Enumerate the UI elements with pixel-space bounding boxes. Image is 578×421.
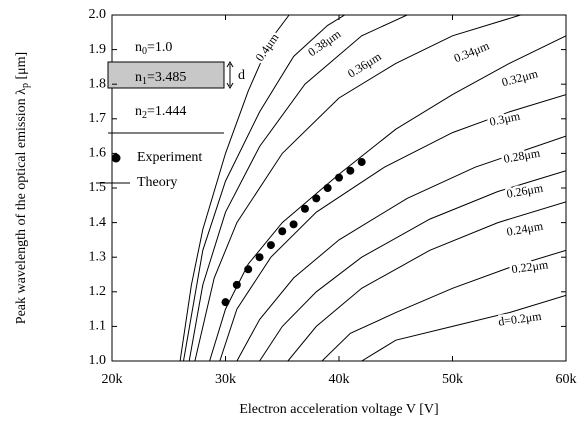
curve-label: 0.38μm (305, 26, 344, 59)
y-axis-label: Peak wavelength of the optical emission … (14, 52, 31, 324)
experiment-point (300, 204, 309, 213)
theory-curve (259, 170, 566, 361)
y-tick-label: 1.1 (89, 319, 107, 334)
x-tick-label: 40k (329, 372, 350, 387)
experiment-point (346, 166, 355, 175)
theory-curve (287, 201, 566, 361)
theory-curve (236, 135, 566, 361)
theory-curve (179, 15, 290, 361)
y-tick-label: 1.3 (89, 249, 107, 264)
y-tick-label: 1.9 (89, 42, 107, 57)
experiment-point (255, 253, 264, 262)
n: n (135, 70, 142, 85)
theory-curve (183, 15, 345, 361)
experiment-point (232, 280, 241, 289)
curve-label: 0.4μm (252, 30, 281, 64)
x-tick-label: 20k (102, 372, 123, 387)
curve-label: 0.32μm (500, 66, 540, 89)
n: n (135, 104, 142, 119)
experiment-point (266, 241, 275, 250)
experiment-point (312, 194, 321, 203)
n: n (135, 40, 142, 55)
experiment-point (221, 298, 230, 307)
y-label-text: Peak wavelength of the optical emission … (14, 88, 29, 324)
y-label-unit: [μm] (14, 52, 29, 83)
x-tick-label: 30k (215, 372, 236, 387)
curve-label: 0.24μm (505, 219, 544, 239)
theory-curve (361, 294, 566, 361)
y-tick-label: 2.0 (89, 7, 107, 22)
core-layer (107, 61, 225, 89)
curve-label: 0.36μm (345, 49, 384, 81)
curve-label: d=0.2μm (497, 309, 543, 329)
y-tick-label: 1.0 (89, 353, 107, 368)
inset: d n0=1.0 n1=3.485 n2=1.444 (107, 40, 245, 134)
y-tick-label: 1.7 (89, 111, 107, 126)
theory-curve (194, 15, 521, 361)
legend-marker (111, 153, 121, 163)
y-tick-label: 1.4 (89, 215, 107, 230)
n-sub: 1 (142, 76, 147, 87)
x-axis-label: Electron acceleration voltage V [V] (239, 402, 438, 417)
arrow-heads (226, 61, 234, 89)
legend-label: Theory (137, 175, 177, 190)
n-sub: 0 (142, 46, 147, 57)
x-tick-label: 50k (442, 372, 463, 387)
experiment-point (289, 220, 298, 229)
experiment-point (244, 265, 253, 274)
n-value: =1.444 (147, 104, 186, 119)
curve-label: 0.28μm (502, 146, 541, 166)
experiment-point (323, 184, 332, 192)
y-tick-label: 1.6 (89, 146, 107, 161)
y-tick-label: 1.8 (89, 76, 107, 91)
experiment-point (335, 173, 343, 182)
layer-label: n1=3.485 (135, 70, 186, 87)
y-tick-label: 1.5 (89, 180, 107, 195)
y-tick-label: 1.2 (89, 284, 107, 299)
curve-label: 0.3μm (488, 109, 522, 129)
curve-label: 0.22μm (511, 257, 550, 276)
n-value: =3.485 (147, 70, 186, 85)
theory-curve (219, 94, 566, 361)
n-sub: 2 (142, 110, 147, 121)
layer-label: n2=1.444 (135, 104, 186, 121)
y-label-sub: p (20, 83, 31, 88)
experiment-point (357, 158, 366, 167)
legend-label: Experiment (137, 150, 202, 165)
theory-curve (321, 249, 566, 361)
layer-label: n0=1.0 (135, 40, 172, 57)
x-tick-label: 60k (556, 372, 577, 387)
curve-label: 0.26μm (505, 181, 544, 201)
curve-label: 0.34μm (452, 38, 492, 65)
theory-curve (188, 15, 408, 361)
n-value: =1.0 (147, 40, 172, 55)
thickness-label: d (238, 68, 245, 83)
experiment-point (278, 227, 287, 236)
